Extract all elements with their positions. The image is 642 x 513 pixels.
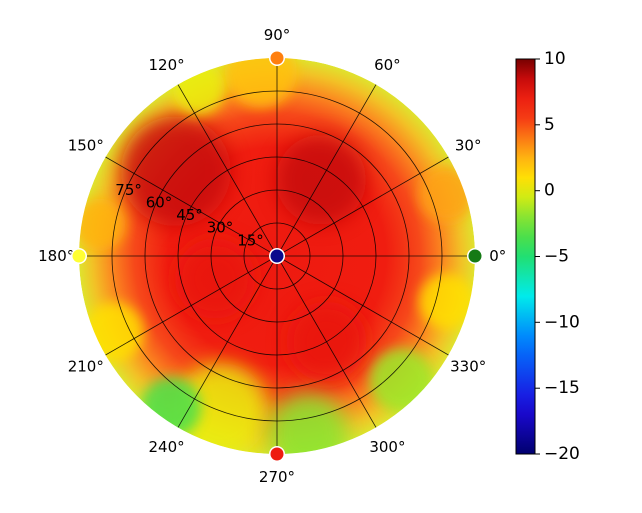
colorbar-tick-label: 0 [544, 181, 555, 201]
edge-marker-dot [468, 249, 482, 263]
heat-field-patch [268, 393, 349, 454]
heat-field-patch [224, 58, 297, 108]
angle-tick-label: 330° [450, 357, 486, 375]
angle-tick-label: 150° [68, 137, 104, 155]
radial-tick-label: 45° [176, 206, 203, 224]
angle-tick-label: 0° [489, 247, 506, 265]
radial-tick-labels: 15°30°45°60°75° [115, 181, 263, 250]
edge-marker [269, 446, 285, 462]
polar-grid [79, 58, 475, 454]
colorbar-tick-label: −15 [544, 378, 580, 398]
grid-spoke [177, 255, 278, 428]
colorbar-tick-label: 5 [544, 115, 555, 135]
angle-tick-labels: 0° 30° 60° 90° 120° 150° 180° 210° 240° 270° 300° 3… [38, 26, 506, 486]
edge-marker-dot [72, 249, 86, 263]
edge-marker-dot [270, 51, 284, 65]
edge-marker [71, 248, 87, 264]
heat-field-patch [418, 166, 475, 223]
edge-marker-dot [270, 249, 284, 263]
edge-marker-dot [270, 447, 284, 461]
angle-tick-label: 120° [149, 56, 185, 74]
colorbar-tick-label: −20 [544, 444, 580, 464]
angle-tick-label: 240° [149, 438, 185, 456]
colorbar-tick-label: −5 [544, 247, 569, 267]
grid-spoke [276, 156, 449, 257]
colorbar-tick-label: 10 [544, 49, 566, 69]
colorbar-tick-label: −10 [544, 312, 580, 332]
grid-spoke [276, 84, 377, 257]
angle-tick-label: 300° [369, 438, 405, 456]
colorbar-ticks: 10 5 0 −5 −10 −15 −20 [535, 49, 580, 464]
edge-marker [269, 248, 285, 264]
heat-field-patch [79, 198, 126, 251]
edge-marker [269, 50, 285, 66]
colorbar-gradient [515, 58, 536, 455]
grid-spoke [105, 255, 278, 356]
edge-markers [71, 50, 483, 462]
angle-tick-label: 60° [374, 56, 401, 74]
edge-marker [467, 248, 483, 264]
heat-field-patch [83, 302, 144, 363]
grid-spoke [105, 156, 278, 257]
angle-tick-label: 180° [38, 247, 74, 265]
grid-spoke [276, 255, 377, 428]
angle-tick-label: 210° [68, 357, 104, 375]
radial-tick-label: 15° [237, 231, 264, 249]
grid-spoke [276, 255, 449, 356]
radial-tick-label: 75° [115, 181, 142, 199]
angle-tick-label: 90° [264, 26, 291, 44]
angle-tick-label: 30° [455, 137, 482, 155]
angle-tick-label: 270° [259, 468, 295, 486]
heat-field-patch [419, 273, 475, 330]
grid-spoke [177, 84, 278, 257]
radial-tick-label: 60° [146, 194, 173, 212]
colorbar: 10 5 0 −5 −10 −15 −20 [515, 49, 580, 464]
heat-field-patch [369, 348, 434, 413]
radial-tick-label: 30° [207, 219, 234, 237]
